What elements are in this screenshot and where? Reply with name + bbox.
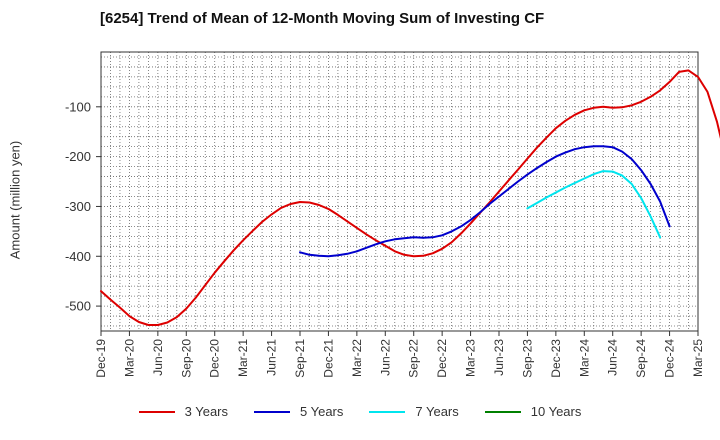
legend-item-10-years: 10 Years	[484, 404, 582, 419]
legend-swatch	[254, 410, 290, 413]
series-line-7-years	[526, 170, 662, 239]
x-tick-label: Jun-20	[151, 339, 165, 376]
x-tick-label: Dec-21	[321, 339, 335, 378]
x-tick-label: Jun-22	[378, 339, 392, 376]
x-tick-label: Jun-24	[606, 339, 620, 376]
x-tick-label: Dec-20	[208, 339, 222, 378]
plot-frame	[100, 51, 699, 332]
x-tick-label: Jun-21	[265, 339, 279, 376]
y-tick-label: -300	[65, 199, 91, 214]
legend: 3 Years 5 Years 7 Years 10 Years	[0, 404, 720, 419]
x-tick-label: Sep-21	[293, 339, 307, 378]
x-tick-label: Sep-23	[520, 339, 534, 378]
legend-item-3-years: 3 Years	[138, 404, 228, 419]
legend-label: 7 Years	[415, 404, 459, 419]
x-tick-label: Mar-21	[236, 339, 250, 377]
x-tick-label: Mar-22	[350, 339, 364, 377]
x-tick-label: Mar-23	[464, 339, 478, 377]
series-line-5-years	[299, 145, 671, 258]
x-tick-label: Sep-20	[179, 339, 193, 378]
y-tick-label: -200	[65, 149, 91, 164]
x-tick-label: Mar-24	[577, 339, 591, 377]
legend-swatch	[484, 410, 521, 413]
legend-swatch	[369, 410, 406, 413]
legend-item-5-years: 5 Years	[254, 404, 343, 419]
x-tick-label: Mar-25	[691, 339, 705, 377]
legend-label: 3 Years	[184, 404, 228, 419]
legend-swatch	[138, 410, 175, 413]
y-tick-label: -500	[65, 299, 91, 314]
chart-title: [6254] Trend of Mean of 12-Month Moving …	[100, 10, 545, 27]
x-tick-label: Dec-19	[94, 339, 108, 378]
chart-plot: -500 -400 -300 -200 -100 Dec-19 Mar-20 Jun-20 Se…	[65, 51, 720, 378]
series-line-3-years	[100, 69, 720, 326]
x-tick-label: Dec-24	[663, 339, 677, 378]
x-tick-label: Sep-22	[407, 339, 421, 378]
legend-label: 5 Years	[300, 404, 344, 419]
x-tick-label: Jun-23	[492, 339, 506, 376]
legend-label: 10 Years	[530, 404, 582, 419]
x-tick-label: Sep-24	[634, 339, 648, 378]
x-tick-label: Dec-23	[549, 339, 563, 378]
x-tick-label: Mar-20	[122, 339, 136, 377]
y-tick-label: -400	[65, 249, 91, 264]
legend-item-7-years: 7 Years	[369, 404, 459, 419]
y-tick-label: -100	[65, 99, 91, 114]
x-tick-label: Dec-22	[435, 339, 449, 378]
